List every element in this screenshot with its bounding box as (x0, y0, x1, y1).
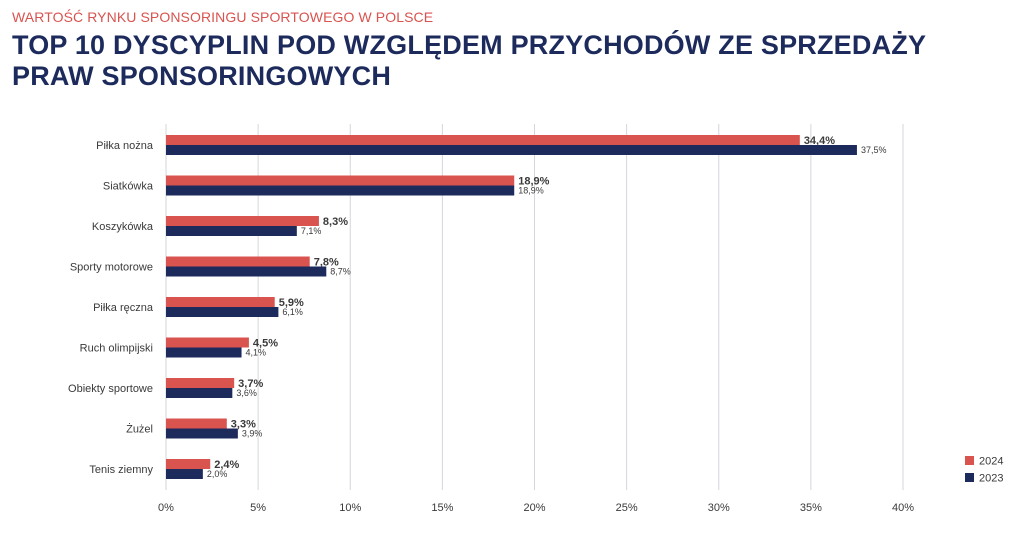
bar-2023 (166, 307, 279, 317)
value-label-2024: 18,9% (518, 176, 549, 188)
bar-2023 (166, 185, 515, 196)
value-label-2024: 7,8% (314, 257, 339, 269)
value-label-2023: 6,1% (282, 307, 303, 317)
chart-kicker: WARTOŚĆ RYNKU SPONSORINGU SPORTOWEGO W P… (12, 9, 434, 25)
value-label-2023: 4,1% (246, 348, 267, 358)
x-tick-label: 0% (158, 502, 174, 514)
legend-label-2023: 2023 (979, 473, 1003, 485)
x-tick-label: 20% (523, 502, 545, 514)
value-label-2024: 2,4% (214, 459, 239, 471)
value-label-2023: 3,6% (236, 388, 257, 398)
category-label: Obiekty sportowe (68, 383, 153, 395)
legend-swatch-2024 (965, 456, 974, 465)
x-tick-label: 10% (339, 502, 361, 514)
category-label: Żużel (126, 423, 153, 436)
bar-2023 (166, 428, 238, 439)
value-label-2023: 18,9% (518, 186, 544, 196)
category-label: Koszykówka (92, 221, 154, 233)
bar-2024 (166, 459, 211, 469)
bar-2023 (166, 469, 203, 479)
bar-2024 (166, 337, 249, 348)
category-label: Tenis ziemny (89, 464, 153, 476)
bar-2023 (166, 347, 242, 358)
bar-2023 (166, 266, 327, 277)
x-tick-label: 40% (892, 502, 914, 514)
bar-2024 (166, 297, 275, 307)
category-label: Piłka ręczna (93, 302, 154, 314)
category-label: Ruch olimpijski (80, 343, 153, 355)
value-label-2023: 7,1% (301, 226, 322, 236)
bar-2023 (166, 226, 297, 236)
bar-2024 (166, 418, 227, 429)
bar-2024 (166, 175, 515, 186)
value-label-2023: 37,5% (861, 145, 887, 155)
bar-2024 (166, 216, 319, 226)
value-label-2024: 3,3% (231, 419, 256, 431)
x-tick-label: 5% (250, 502, 266, 514)
chart-title: TOP 10 DYSCYPLIN POD WZGLĘDEM PRZYCHODÓW… (12, 30, 926, 91)
value-label-2024: 3,7% (238, 378, 263, 390)
x-tick-label: 35% (800, 502, 822, 514)
value-label-2023: 8,7% (330, 267, 351, 277)
x-tick-label: 30% (708, 502, 730, 514)
value-label-2023: 2,0% (207, 469, 228, 479)
value-label-2024: 8,3% (323, 216, 348, 228)
bar-2024 (166, 378, 235, 388)
category-label: Siatkówka (103, 181, 154, 193)
category-label: Piłka nożna (96, 140, 154, 152)
legend-label-2024: 2024 (979, 456, 1003, 468)
bar-2024 (166, 135, 800, 145)
legend-swatch-2023 (965, 473, 974, 482)
value-label-2024: 4,5% (253, 338, 278, 350)
x-tick-label: 25% (616, 502, 638, 514)
bar-2023 (166, 388, 233, 398)
x-tick-label: 15% (431, 502, 453, 514)
category-label: Sporty motorowe (70, 262, 153, 274)
value-label-2024: 34,4% (804, 135, 835, 147)
value-label-2023: 3,9% (242, 429, 263, 439)
bar-2023 (166, 145, 857, 155)
value-label-2024: 5,9% (279, 297, 304, 309)
bar-2024 (166, 256, 310, 267)
